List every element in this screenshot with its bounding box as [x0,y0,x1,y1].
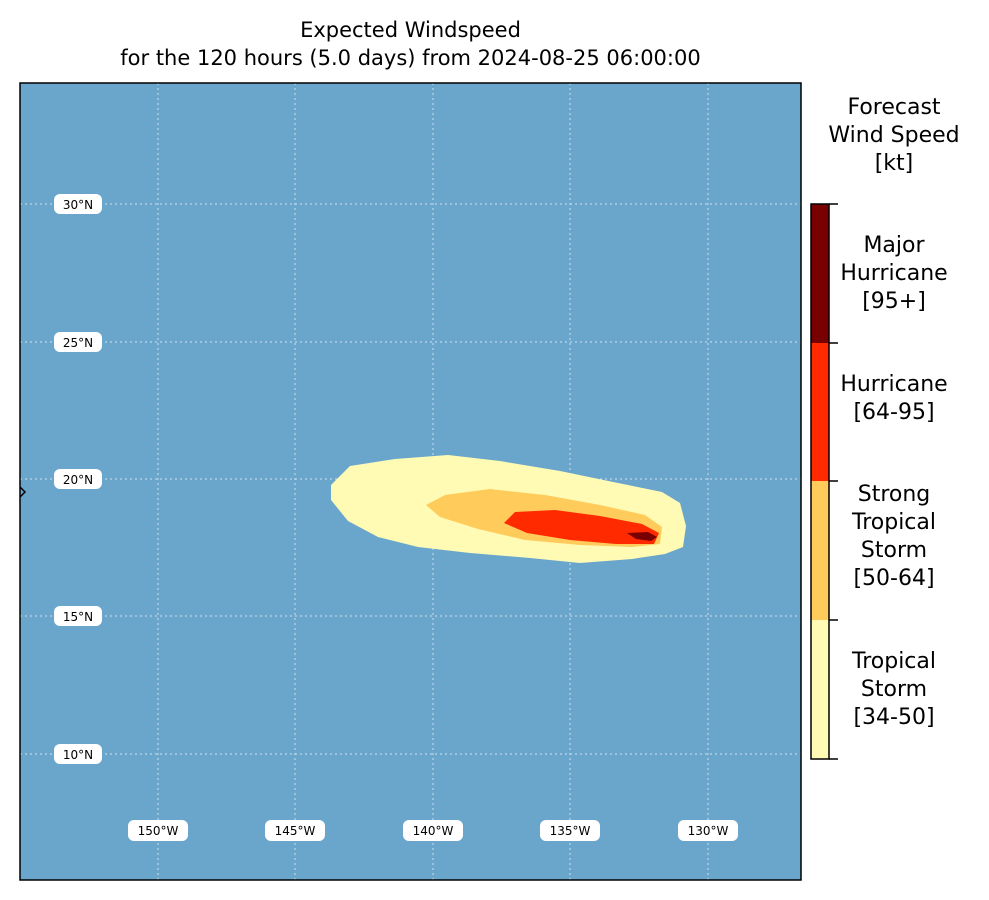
colorbar-ticks [829,203,838,760]
lon-label-145w: 145°W [275,824,316,838]
edge-marker [19,486,27,498]
chart-subtitle: for the 120 hours (5.0 days) from 2024-0… [120,46,701,70]
label-line: [64-95] [853,400,935,425]
lat-label-box [54,606,102,626]
lat-label-10n: 10°N [63,748,93,762]
colorbar-tropical-storm [811,620,829,759]
lat-label-15n: 15°N [63,610,93,624]
label-line: [95+] [862,289,926,314]
lon-label-box [265,820,325,841]
lon-label-130w: 130°W [688,824,729,838]
label-line: Tropical [852,510,936,535]
lon-label-box [403,820,463,841]
lat-label-20n: 20°N [63,473,93,487]
colorbar-strong-tropical-storm [811,481,829,620]
label-line: Storm [860,677,928,702]
label-line: Strong [857,482,931,507]
lat-label-box [54,332,102,352]
colorbar-title-line: [kt] [874,151,914,176]
label-line: Storm [860,538,928,563]
chart-title: Expected Windspeed [300,18,521,42]
label-line: Major [863,233,925,258]
swath-major-hurricane [627,532,657,541]
lon-label-140w: 140°W [413,824,454,838]
lat-label-box [54,469,102,489]
lat-label-25n: 25°N [63,336,93,350]
colorbar-label-strong-tropical-storm: Strong Tropical Storm [50-64] [806,481,982,593]
label-line: Hurricane [840,261,948,286]
colorbar-title: Forecast Wind Speed [kt] [806,94,982,178]
colorbar-title-line: Forecast [847,95,941,120]
lat-labels: 30°N 25°N 20°N 15°N 10°N [54,194,102,764]
label-line: Hurricane [840,372,948,397]
lon-label-box [540,820,600,841]
label-line: [50-64] [853,566,935,591]
lon-label-box [678,820,738,841]
lat-label-box [54,194,102,214]
colorbar [810,203,838,760]
lon-label-135w: 135°W [550,824,591,838]
colorbar-label-hurricane: Hurricane [64-95] [806,371,982,427]
lon-labels: 150°W 145°W 140°W 135°W 130°W [128,820,738,841]
colorbar-major-hurricane [811,204,829,343]
gridlines [20,83,801,880]
colorbar-label-major-hurricane: Major Hurricane [95+] [806,232,982,316]
colorbar-label-tropical-storm: Tropical Storm [34-50] [806,648,982,732]
label-line: Tropical [852,649,936,674]
lat-label-30n: 30°N [63,198,93,212]
colorbar-hurricane [811,343,829,481]
label-line: [34-50] [853,705,935,730]
map-frame [19,82,802,881]
lat-label-box [54,744,102,764]
lon-label-150w: 150°W [138,824,179,838]
colorbar-title-line: Wind Speed [828,123,960,148]
lon-label-box [128,820,188,841]
swath-hurricane [504,510,659,544]
